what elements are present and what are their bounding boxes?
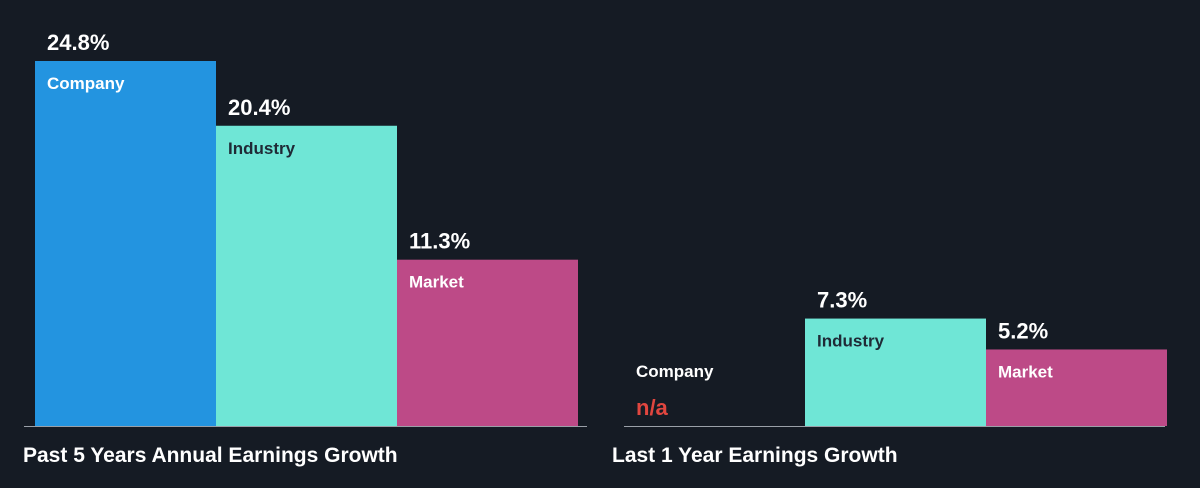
past-5y-industry-bar	[216, 125, 397, 427]
last-1y-industry-bar	[805, 318, 986, 426]
past-5y-market-bar	[397, 259, 578, 426]
past-5y-market-value-label: 11.3%	[409, 229, 470, 254]
chart-title-past-5-years: Past 5 Years Annual Earnings Growth	[23, 444, 398, 467]
past-5y-company-bar	[35, 61, 216, 426]
past-5y-industry-value-label: 20.4%	[228, 95, 290, 120]
last-1y-market-value-label: 5.2%	[998, 318, 1048, 343]
last-1y-market-label: Market	[998, 362, 1053, 381]
last-1y-company-label: Company	[636, 362, 714, 381]
chart-title-last-1-year: Last 1 Year Earnings Growth	[612, 444, 898, 467]
past-5y-market-label: Market	[409, 273, 464, 292]
past-5y-company-value-label: 24.8%	[47, 30, 109, 55]
last-1y-market-bar	[986, 349, 1167, 426]
last-1y-industry-value-label: 7.3%	[817, 288, 867, 313]
last-1y-industry-label: Industry	[817, 332, 885, 351]
last-1y-company-value-label: n/a	[636, 395, 669, 420]
past-5y-industry-label: Industry	[228, 139, 296, 158]
past-5y-company-label: Company	[47, 74, 125, 93]
